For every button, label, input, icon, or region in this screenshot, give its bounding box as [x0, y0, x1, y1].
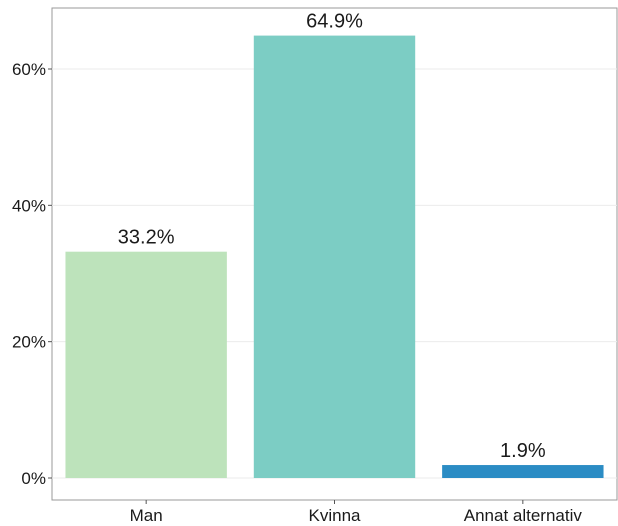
x-tick-label: Man [130, 506, 163, 521]
bar-annat-alternativ [442, 465, 603, 478]
data-label: 64.9% [306, 11, 363, 33]
bar-kvinna [254, 36, 415, 478]
x-axis: Man Kvinna Annat alternativ [130, 500, 583, 521]
bar-man [65, 252, 226, 478]
y-tick-label: 20% [12, 333, 46, 352]
y-axis: 0% 20% 40% 60% [12, 60, 52, 488]
y-tick-label: 60% [12, 60, 46, 79]
data-label: 1.9% [500, 440, 546, 462]
x-tick-label: Annat alternativ [464, 506, 583, 521]
y-tick-label: 0% [21, 469, 46, 488]
y-tick-label: 40% [12, 196, 46, 215]
x-tick-label: Kvinna [309, 506, 362, 521]
data-label: 33.2% [118, 227, 175, 249]
